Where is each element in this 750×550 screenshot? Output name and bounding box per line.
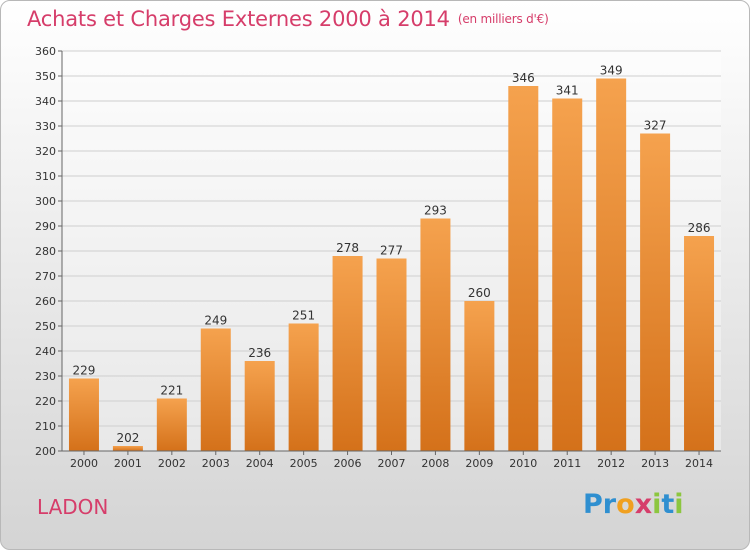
bar-2008[interactable] — [420, 218, 451, 452]
x-tick-label-2011: 2011 — [553, 457, 581, 470]
x-tick-label-2013: 2013 — [641, 457, 669, 470]
y-tick-label: 360 — [35, 45, 56, 58]
y-tick-label: 250 — [35, 320, 56, 333]
x-tick-label-2004: 2004 — [246, 457, 274, 470]
value-label-2005: 251 — [292, 309, 315, 323]
x-tick-label-2008: 2008 — [421, 457, 449, 470]
bar-2000[interactable] — [68, 378, 99, 452]
logo-letter: i — [652, 489, 662, 520]
logo-letter: t — [661, 489, 675, 520]
value-label-2010: 346 — [512, 71, 535, 85]
value-label-2014: 286 — [688, 221, 711, 235]
bar-2007[interactable] — [376, 258, 407, 452]
bar-2003[interactable] — [200, 328, 231, 452]
x-tick-label-2012: 2012 — [597, 457, 625, 470]
x-tick-label-2005: 2005 — [290, 457, 318, 470]
bar-2006[interactable] — [332, 256, 363, 451]
logo-letter: r — [602, 489, 617, 520]
value-label-2011: 341 — [556, 84, 579, 98]
value-label-2003: 249 — [204, 314, 227, 328]
chart-unit: (en milliers d'€) — [457, 12, 549, 26]
y-tick-label: 260 — [35, 295, 56, 308]
value-label-2000: 229 — [73, 364, 96, 378]
x-tick-label-2001: 2001 — [114, 457, 142, 470]
x-tick-label-2010: 2010 — [509, 457, 537, 470]
y-tick-label: 230 — [35, 370, 56, 383]
value-label-2002: 221 — [160, 384, 183, 398]
x-tick-label-2006: 2006 — [334, 457, 362, 470]
bar-2010[interactable] — [508, 86, 539, 451]
value-label-2013: 327 — [644, 119, 667, 133]
chart-title: Achats et Charges Externes 2000 à 2014 (e… — [27, 7, 549, 31]
value-label-2006: 278 — [336, 241, 359, 255]
value-label-2008: 293 — [424, 204, 447, 218]
proxiti-logo[interactable]: Proxiti — [583, 489, 684, 520]
bar-2014[interactable] — [684, 236, 715, 451]
y-tick-label: 300 — [35, 195, 56, 208]
bar-2011[interactable] — [552, 98, 583, 452]
value-label-2012: 349 — [600, 64, 623, 78]
logo-letter: i — [674, 489, 684, 520]
x-tick-label-2009: 2009 — [465, 457, 493, 470]
logo-letter: x — [634, 489, 653, 520]
y-tick-label: 340 — [35, 95, 56, 108]
x-tick-label-2014: 2014 — [685, 457, 713, 470]
bar-2002[interactable] — [156, 398, 187, 452]
y-tick-label: 220 — [35, 395, 56, 408]
y-tick-label: 290 — [35, 220, 56, 233]
bar-2013[interactable] — [640, 133, 671, 452]
y-tick-label: 330 — [35, 120, 56, 133]
y-tick-label: 310 — [35, 170, 56, 183]
x-tick-label-2002: 2002 — [158, 457, 186, 470]
x-tick-label-2003: 2003 — [202, 457, 230, 470]
commune-name: LADON — [37, 495, 109, 519]
bar-2009[interactable] — [464, 301, 495, 451]
y-tick-label: 280 — [35, 245, 56, 258]
value-label-2004: 236 — [248, 346, 271, 360]
value-label-2007: 277 — [380, 244, 403, 258]
x-tick-label-2007: 2007 — [378, 457, 406, 470]
bar-2005[interactable] — [288, 323, 319, 452]
bar-2001[interactable] — [112, 446, 143, 451]
value-label-2009: 260 — [468, 286, 491, 300]
bar-2012[interactable] — [596, 78, 627, 452]
logo-letter: o — [616, 489, 635, 520]
y-tick-label: 350 — [35, 70, 56, 83]
y-tick-label: 210 — [35, 420, 56, 433]
y-tick-label: 240 — [35, 345, 56, 358]
logo-letter: P — [583, 489, 603, 520]
y-tick-label: 200 — [35, 445, 56, 458]
bar-2004[interactable] — [244, 361, 275, 451]
value-label-2001: 202 — [116, 431, 139, 445]
y-tick-label: 320 — [35, 145, 56, 158]
x-tick-label-2000: 2000 — [70, 457, 98, 470]
y-tick-label: 270 — [35, 270, 56, 283]
chart-title-text: Achats et Charges Externes 2000 à 2014 — [27, 7, 450, 31]
